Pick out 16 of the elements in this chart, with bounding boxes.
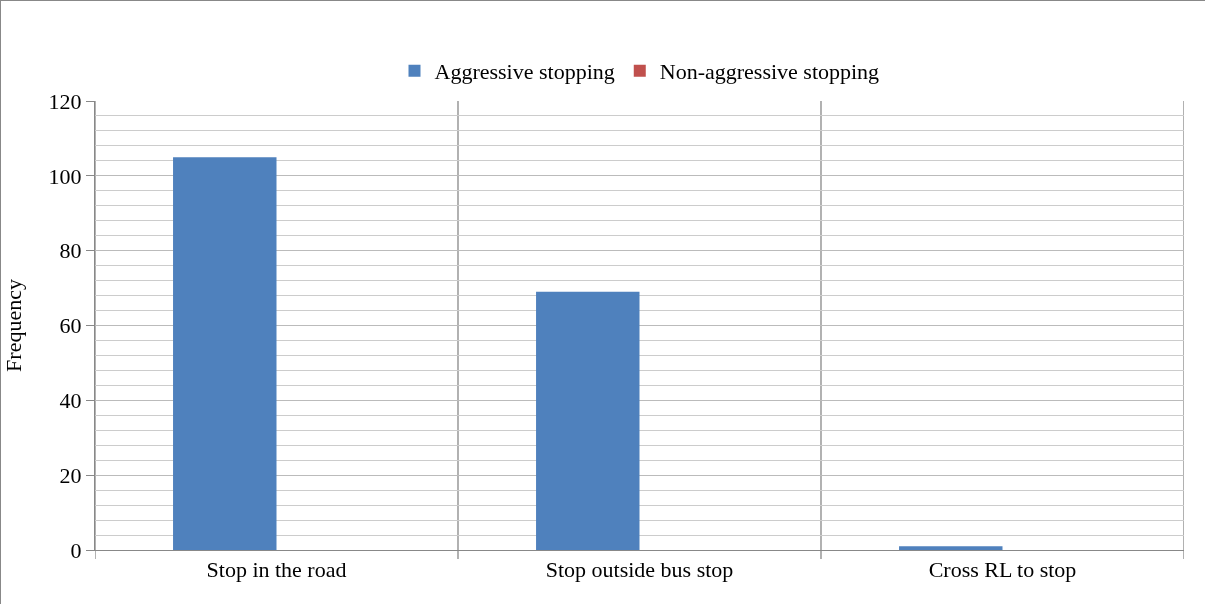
bar [173, 157, 277, 550]
bar [536, 291, 640, 550]
y-tick-label: 100 [48, 163, 82, 189]
legend-label: Non-aggressive stopping [659, 59, 880, 85]
x-tick-label: Stop in the road [206, 557, 347, 583]
bar [899, 546, 1003, 550]
y-tick-label: 20 [59, 462, 82, 488]
x-tick-label: Stop outside bus stop [545, 557, 734, 583]
y-tick-label: 0 [70, 537, 82, 563]
y-tick-label: 40 [59, 388, 82, 414]
y-tick-label: 80 [59, 238, 82, 264]
x-tick-label: Cross RL to stop [928, 557, 1077, 583]
y-tick-label: 120 [48, 88, 82, 114]
legend-label: Aggressive stopping [434, 59, 615, 85]
y-axis-title: Frequency [1, 279, 27, 372]
y-tick-label: 60 [59, 313, 82, 339]
